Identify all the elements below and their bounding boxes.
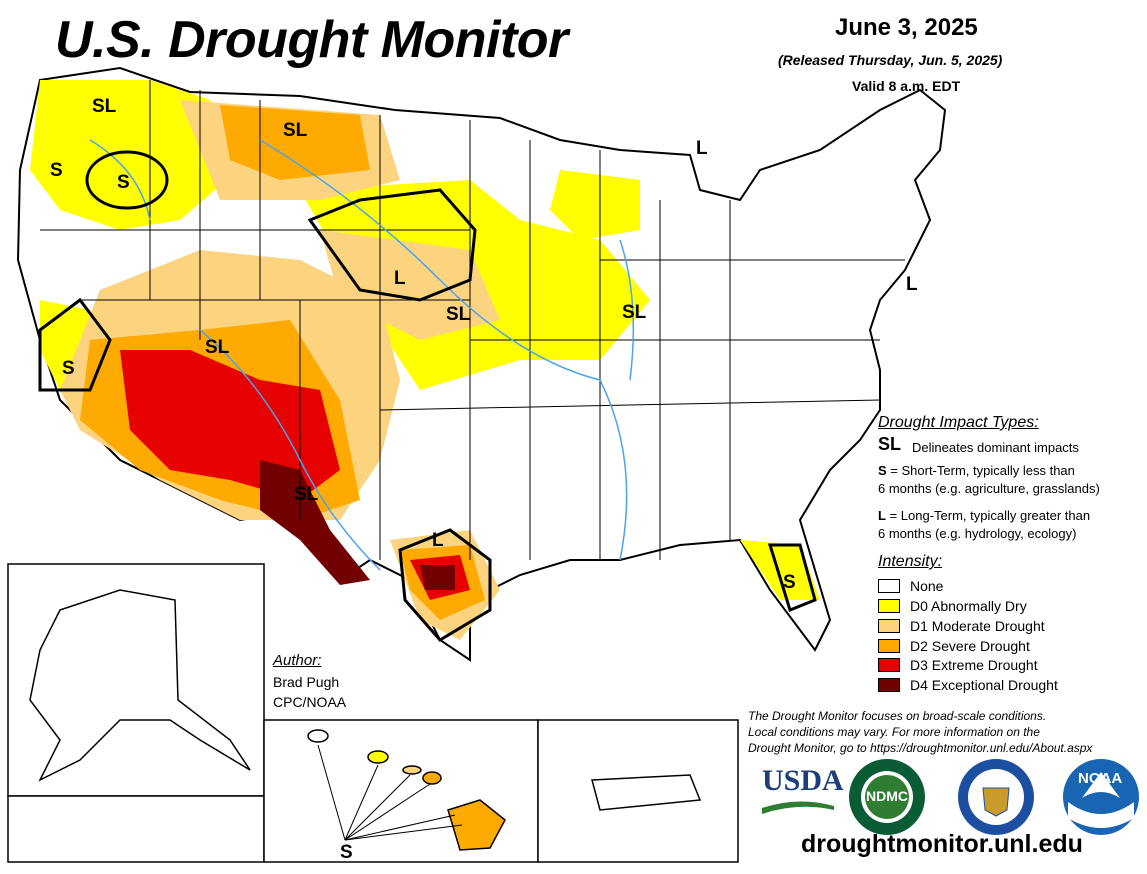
impact-outlines [38, 150, 817, 642]
legend-none: None [878, 578, 943, 594]
label-s-idaho: S [117, 172, 130, 193]
swatch-d3 [878, 658, 900, 672]
short-term-key: S [878, 463, 887, 478]
label-sl-new-mexico: SL [294, 484, 319, 505]
swatch-none [878, 579, 900, 593]
label-l-nebraska: L [394, 268, 406, 289]
usda-logo[interactable]: USDA [762, 764, 844, 797]
label-sl-washington: SL [92, 96, 117, 117]
usda-swoosh-icon [762, 801, 834, 814]
label-s-hawaii: S [340, 842, 353, 863]
legend-d1: D1 Moderate Drought [878, 618, 1045, 634]
d2-montana [220, 105, 370, 180]
legend-label: D0 Abnormally Dry [910, 598, 1027, 614]
alaska-shape [29, 589, 251, 782]
long-term-line1: L = Long-Term, typically greater than [878, 508, 1090, 523]
legend-label: D2 Severe Drought [910, 638, 1030, 654]
long-term-desc: = Long-Term, typically greater than [885, 508, 1091, 523]
label-s-california: S [62, 358, 75, 379]
author-name: Brad Pugh [273, 674, 340, 690]
commerce-seal-icon[interactable] [957, 758, 1035, 836]
valid-time: Valid 8 a.m. EDT [852, 78, 961, 94]
rivers [89, 139, 635, 571]
d4-central-texas [420, 565, 455, 590]
d1-plains [320, 230, 500, 340]
label-sl-montana: SL [283, 120, 308, 141]
d0-florida [740, 540, 820, 600]
label-s-oregon: S [50, 160, 63, 181]
footer-url[interactable]: droughtmonitor.unl.edu [801, 830, 1083, 858]
legend-d3: D3 Extreme Drought [878, 657, 1038, 673]
disclaimer-line1: The Drought Monitor focuses on broad-sca… [748, 709, 1047, 723]
intensity-title: Intensity: [878, 553, 943, 570]
disclaimer-line3: Drought Monitor, go to https://droughtmo… [748, 741, 1093, 755]
swatch-d2 [878, 639, 900, 653]
state-boundaries [40, 80, 905, 560]
puerto-rico-shape [591, 774, 702, 811]
noaa-logo-text: NOAA [1078, 770, 1123, 787]
ndmc-logo[interactable] [848, 758, 926, 836]
map-date: June 3, 2025 [835, 14, 978, 41]
short-term-desc: = Short-Term, typically less than [886, 463, 1075, 478]
hawaii-islands [307, 729, 506, 851]
legend-label: D4 Exceptional Drought [910, 677, 1058, 693]
legend-label: D3 Extreme Drought [910, 657, 1038, 673]
swatch-d0 [878, 599, 900, 613]
ndmc-logo-text: NDMC [866, 788, 908, 804]
disclaimer-line2: Local conditions may vary. For more info… [748, 725, 1040, 739]
page-title: U.S. Drought Monitor [55, 11, 568, 69]
label-l-michigan: L [696, 138, 708, 159]
label-l-texas: L [432, 530, 444, 551]
legend-label: D1 Moderate Drought [910, 618, 1045, 634]
author-title: Author: [273, 652, 322, 669]
long-term-key: L [878, 508, 886, 523]
release-date: (Released Thursday, Jun. 5, 2025) [778, 52, 1003, 68]
short-term-line2: 6 months (e.g. agriculture, grasslands) [878, 481, 1100, 496]
label-l-northeast: L [906, 274, 918, 295]
hawaii-inset [263, 719, 539, 863]
legend-d2: D2 Severe Drought [878, 638, 1030, 654]
swatch-d4 [878, 678, 900, 692]
delineates-symbol: SL [878, 434, 902, 454]
swatch-d1 [878, 619, 900, 633]
d4-texas-nm [260, 460, 370, 585]
label-sl-iowa: SL [622, 302, 647, 323]
legend-d4: D4 Exceptional Drought [878, 677, 1058, 693]
d3-southwest [120, 350, 340, 500]
short-term-line1: S = Short-Term, typically less than [878, 463, 1075, 478]
delineates-text: Delineates dominant impacts [912, 440, 1079, 455]
legend-label: None [910, 578, 944, 594]
hawaii-leader-lines [317, 744, 463, 841]
legend-d0: D0 Abnormally Dry [878, 598, 1027, 614]
impact-types-title: Drought Impact Types: [878, 414, 1039, 431]
author-org: CPC/NOAA [273, 694, 347, 710]
label-sl-utah: SL [205, 337, 230, 358]
long-term-line2: 6 months (e.g. hydrology, ecology) [878, 526, 1077, 541]
d0-great-lakes [550, 170, 640, 240]
noaa-logo[interactable] [1062, 758, 1140, 836]
label-sl-kansas: SL [446, 304, 471, 325]
aleutian-inset [7, 795, 265, 863]
disclaimer: The Drought Monitor focuses on broad-sca… [748, 708, 1138, 756]
label-s-florida: S [783, 572, 796, 593]
